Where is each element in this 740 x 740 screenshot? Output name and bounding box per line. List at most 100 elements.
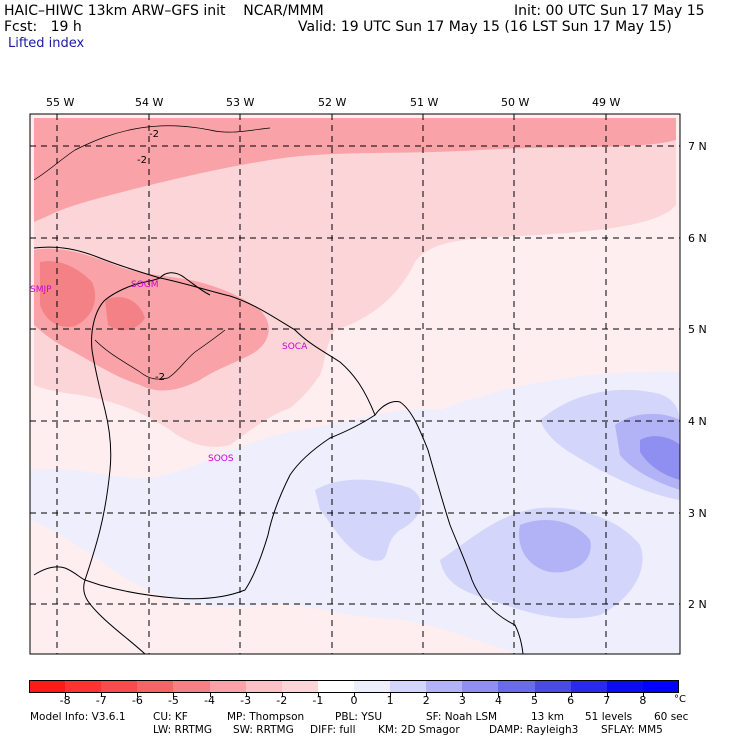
colorbar-tick: [65, 693, 67, 697]
colorbar-tick: [642, 693, 644, 697]
colorbar-tick: [606, 693, 608, 697]
footer-sf: SF: Noah LSM: [426, 711, 498, 723]
colorbar-label: 8: [639, 694, 647, 707]
colorbar-tick: [534, 693, 536, 697]
field-negative-region: [34, 118, 676, 222]
colorbar-tick: [354, 693, 355, 697]
field-positive-patch: [519, 520, 591, 573]
lon-label: 53 W: [226, 96, 255, 109]
colorbar-swatch: [354, 680, 391, 693]
colorbar-label: 6: [567, 694, 575, 707]
contour-label: -2: [149, 129, 159, 140]
map-frame: [29, 113, 681, 655]
colorbar-label: 3: [458, 694, 466, 707]
colorbar-label: 7: [603, 694, 611, 707]
colorbar-label: -4: [204, 694, 216, 707]
colorbar-label: -8: [59, 694, 71, 707]
footer-km: KM: 2D Smagor: [378, 724, 460, 736]
lat-label: 3 N: [688, 507, 707, 520]
colorbar-swatch: [317, 680, 355, 693]
footer-resolution: 13 km: [531, 711, 565, 723]
colorbar-label: 5: [531, 694, 539, 707]
lon-label: 55 W: [46, 96, 75, 109]
field-negative-core: [40, 261, 96, 327]
init-time: Init: 00 UTC Sun 17 May 15: [514, 3, 705, 19]
colorbar-tick: [570, 693, 572, 697]
field-name: Lifted index: [8, 36, 85, 51]
lat-label: 6 N: [688, 232, 707, 245]
colorbar-swatch: [101, 680, 138, 693]
colorbar-swatch: [390, 680, 427, 693]
model-title: HAIC–HIWC 13km ARW–GFS init NCAR/MMM: [4, 3, 324, 19]
colorbar-swatch: [570, 680, 608, 693]
colorbar-tick: [317, 693, 319, 697]
colorbar-tick: [281, 693, 283, 697]
colorbar-swatch: [29, 680, 66, 693]
footer-sw: SW: RRTMG: [233, 724, 294, 736]
lat-label: 2 N: [688, 598, 707, 611]
colorbar-swatch: [281, 680, 319, 693]
colorbar-swatch: [498, 680, 536, 693]
footer-mp: MP: Thompson: [227, 711, 305, 723]
lon-label: 54 W: [135, 96, 164, 109]
footer-cu: CU: KF: [153, 711, 188, 723]
field-positive-patch: [640, 436, 680, 480]
colorbar-unit: °C: [674, 694, 686, 705]
graticule: [30, 114, 680, 654]
colorbar-label: -2: [276, 694, 288, 707]
forecast-hour: Fcst: 19 h: [4, 19, 82, 35]
footer-model-info: Model Info: V3.6.1: [30, 711, 126, 723]
station-label: SOCA: [282, 342, 308, 352]
field-negative-core: [105, 297, 145, 331]
contour-line: [94, 329, 226, 380]
valid-time: Valid: 19 UTC Sun 17 May 15 (16 LST Sun …: [298, 19, 672, 35]
footer-sflay: SFLAY: MM5: [601, 724, 663, 736]
colorbar-swatch: [209, 680, 247, 693]
lon-label: 52 W: [318, 96, 347, 109]
footer-levels: 51 levels: [585, 711, 633, 723]
colorbar-swatch: [462, 680, 499, 693]
colorbar-label: 1: [386, 694, 394, 707]
colorbar-tick: [426, 693, 428, 697]
colorbar-swatch: [426, 680, 463, 693]
lon-label: 50 W: [501, 96, 530, 109]
colorbar-tick: [462, 693, 464, 697]
colorbar-tick: [245, 693, 247, 697]
footer-timestep: 60 sec: [654, 711, 689, 723]
lon-label: 49 W: [592, 96, 621, 109]
colorbar-swatch: [65, 680, 102, 693]
colorbar-label: -3: [240, 694, 252, 707]
footer-diff: DIFF: full: [310, 724, 356, 736]
colorbar-label: -7: [95, 694, 107, 707]
colorbar-tick: [498, 693, 500, 697]
colorbar-tick: [101, 693, 103, 697]
station-label: SMJP: [30, 285, 52, 295]
field-positive-patch: [315, 479, 421, 561]
colorbar-label: 4: [494, 694, 502, 707]
lat-label: 5 N: [688, 323, 707, 336]
colorbar-label: -1: [312, 694, 324, 707]
colorbar-swatch: [137, 680, 174, 693]
country-border: [33, 566, 86, 581]
colorbar-swatch: [534, 680, 572, 693]
colorbar-tick: [137, 693, 139, 697]
colorbar-label: 0: [350, 694, 358, 707]
footer-damp: DAMP: Rayleigh3: [489, 724, 579, 736]
station-label: SOOS: [208, 454, 234, 464]
colorbar-label: -5: [167, 694, 179, 707]
footer-pbl: PBL: YSU: [335, 711, 383, 723]
station-label: SOGM: [131, 280, 159, 290]
colorbar-tick: [173, 693, 175, 697]
lon-label: 51 W: [410, 96, 439, 109]
lat-label: 4 N: [688, 415, 707, 428]
colorbar-swatch: [173, 680, 211, 693]
footer-lw: LW: RRTMG: [153, 724, 212, 736]
country-border: [83, 414, 376, 654]
colorbar-tick: [390, 693, 392, 697]
contour-label: -2: [137, 155, 147, 166]
country-border: [104, 277, 161, 301]
contour-line: [33, 125, 271, 181]
colorbar-swatch: [245, 680, 283, 693]
colorbar-swatch: [642, 680, 680, 693]
